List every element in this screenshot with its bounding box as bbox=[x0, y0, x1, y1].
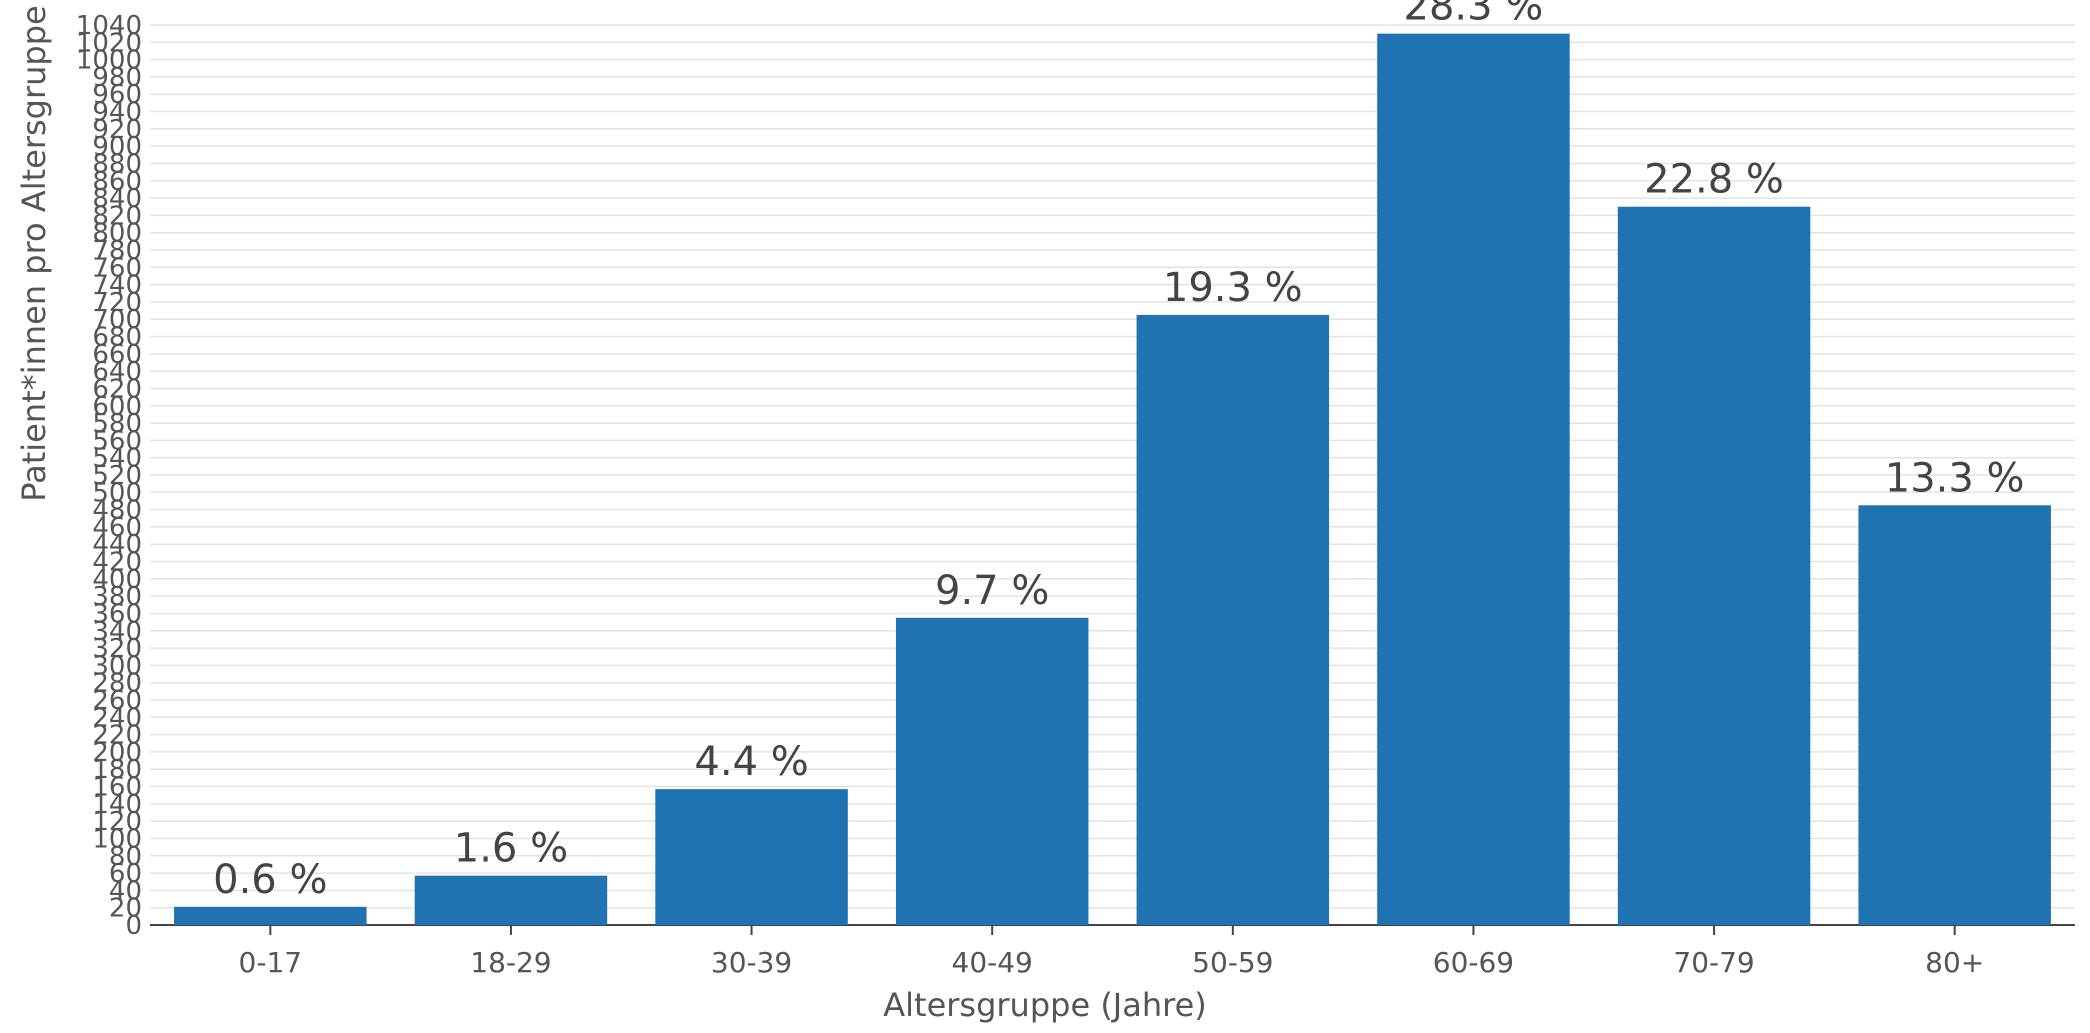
data-label: 22.8 % bbox=[1644, 157, 1784, 203]
y-tick-label: 640 bbox=[92, 357, 142, 387]
x-tick-label: 40-49 bbox=[952, 946, 1033, 979]
y-tick-label: 320 bbox=[92, 634, 142, 664]
y-tick-label: 420 bbox=[92, 548, 142, 578]
bar bbox=[655, 789, 848, 925]
x-tick-label: 50-59 bbox=[1192, 946, 1273, 979]
y-tick-label: 200 bbox=[92, 738, 142, 768]
y-tick-label: 0 bbox=[125, 911, 142, 941]
x-tick-label: 30-39 bbox=[711, 946, 792, 979]
x-tick-label: 80+ bbox=[1925, 946, 1984, 979]
y-tick-label: 480 bbox=[92, 496, 142, 526]
y-tick-label: 280 bbox=[92, 669, 142, 699]
y-tick-label: 160 bbox=[92, 773, 142, 803]
y-tick-label: 840 bbox=[92, 184, 142, 214]
x-tick-label: 0-17 bbox=[239, 946, 303, 979]
y-tick-label: 980 bbox=[92, 63, 142, 93]
y-tick-label: 400 bbox=[92, 565, 142, 595]
y-tick-label: 300 bbox=[92, 651, 142, 681]
y-axis-title-text: Patient*innen pro Altersgruppe bbox=[15, 5, 53, 502]
y-tick-label: 860 bbox=[92, 167, 142, 197]
data-label: 28.3 % bbox=[1404, 0, 1544, 30]
y-tick-label: 760 bbox=[92, 253, 142, 283]
y-tick-label: 440 bbox=[92, 530, 142, 560]
y-tick-label: 720 bbox=[92, 288, 142, 318]
y-tick-label: 1020 bbox=[76, 28, 142, 58]
y-tick-label: 960 bbox=[92, 80, 142, 110]
y-tick-label: 500 bbox=[92, 478, 142, 508]
y-tick-label: 680 bbox=[92, 323, 142, 353]
y-tick-label: 700 bbox=[92, 305, 142, 335]
y-tick-label: 940 bbox=[92, 98, 142, 128]
bar bbox=[1377, 33, 1570, 925]
y-tick-label: 120 bbox=[92, 807, 142, 837]
y-tick-label: 580 bbox=[92, 409, 142, 439]
x-tick-label: 60-69 bbox=[1433, 946, 1514, 979]
bar bbox=[1617, 206, 1811, 925]
data-label: 4.4 % bbox=[694, 739, 808, 785]
y-tick-label: 800 bbox=[92, 219, 142, 249]
data-label: 0.6 % bbox=[213, 857, 327, 903]
y-tick-label: 260 bbox=[92, 686, 142, 716]
y-tick-label: 140 bbox=[92, 790, 142, 820]
y-tick-label: 360 bbox=[92, 599, 142, 629]
y-tick-label: 660 bbox=[92, 340, 142, 370]
bar bbox=[414, 875, 608, 925]
x-axis-title-text: Altersgruppe (Jahre) bbox=[883, 986, 1207, 1024]
data-label: 19.3 % bbox=[1163, 265, 1303, 311]
y-tick-label: 40 bbox=[109, 876, 142, 906]
y-tick-label: 1000 bbox=[76, 46, 142, 76]
y-tick-label: 740 bbox=[92, 271, 142, 301]
y-tick-label: 60 bbox=[109, 859, 142, 889]
x-tick-label: 18-29 bbox=[470, 946, 551, 979]
y-tick-label: 100 bbox=[92, 824, 142, 854]
bar bbox=[1136, 314, 1330, 926]
bar bbox=[1858, 505, 2051, 925]
bar bbox=[895, 617, 1089, 925]
x-axis-title: Altersgruppe (Jahre) bbox=[0, 986, 2090, 1024]
y-tick-label: 220 bbox=[92, 721, 142, 751]
y-axis-title: Patient*innen pro Altersgruppe bbox=[15, 0, 53, 770]
data-label: 9.7 % bbox=[935, 568, 1049, 614]
y-tick-label: 520 bbox=[92, 461, 142, 491]
data-label: 1.6 % bbox=[454, 826, 568, 872]
bar bbox=[174, 906, 367, 925]
y-tick-label: 620 bbox=[92, 374, 142, 404]
y-tick-label: 460 bbox=[92, 513, 142, 543]
y-tick-label: 600 bbox=[92, 392, 142, 422]
y-tick-label: 380 bbox=[92, 582, 142, 612]
y-tick-label: 340 bbox=[92, 617, 142, 647]
y-tick-label: 920 bbox=[92, 115, 142, 145]
y-tick-label: 900 bbox=[92, 132, 142, 162]
y-tick-label: 780 bbox=[92, 236, 142, 266]
y-tick-label: 240 bbox=[92, 703, 142, 733]
y-tick-label: 20 bbox=[109, 894, 142, 924]
y-tick-label: 80 bbox=[109, 842, 142, 872]
y-tick-label: 1040 bbox=[76, 11, 142, 41]
data-label: 13.3 % bbox=[1885, 455, 2025, 501]
y-tick-label: 820 bbox=[92, 201, 142, 231]
y-tick-label: 180 bbox=[92, 755, 142, 785]
y-tick-label: 880 bbox=[92, 149, 142, 179]
y-tick-label: 560 bbox=[92, 426, 142, 456]
y-tick-label: 540 bbox=[92, 444, 142, 474]
x-tick-label: 70-79 bbox=[1673, 946, 1754, 979]
